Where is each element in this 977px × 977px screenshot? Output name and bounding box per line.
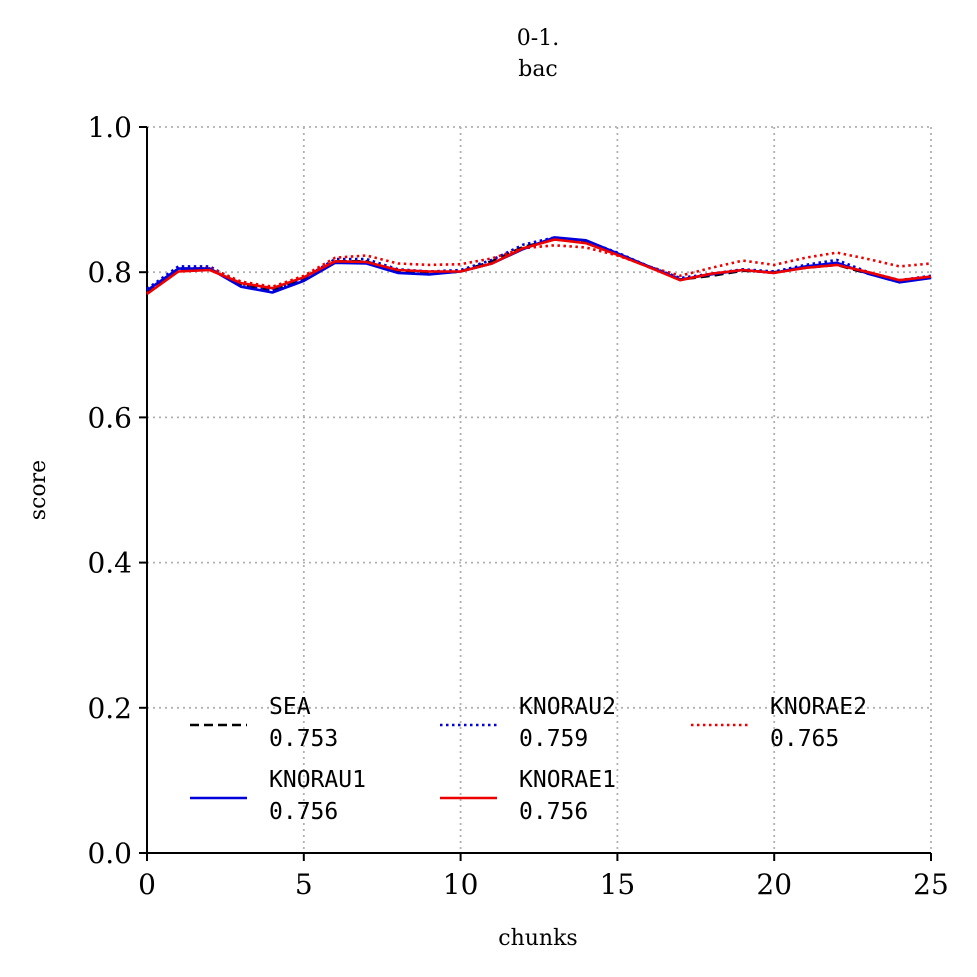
series-lines xyxy=(146,236,932,296)
y-tick-label: 0.6 xyxy=(87,401,132,434)
legend-label-knorau1: KNORAU1 xyxy=(269,767,366,793)
x-tick-label: 0 xyxy=(138,868,156,901)
legend-label-knorae1: KNORAE1 xyxy=(519,767,616,793)
series-line-knorau1 xyxy=(146,236,932,294)
chart-subtitle: bac xyxy=(518,57,558,82)
tick-labels: 0 5 10 15 20 25 0.0 0.2 0.4 0.6 0.8 1.0 xyxy=(87,111,948,901)
x-tick-label: 25 xyxy=(913,868,949,901)
legend-label-knorau2: KNORAU2 xyxy=(519,694,616,720)
legend-score-knorae1: 0.756 xyxy=(519,799,588,825)
legend: SEA 0.753 KNORAU2 0.759 KNORAE2 0.765 KNORAU1 0… xyxy=(190,694,867,825)
x-tick-label: 20 xyxy=(756,868,792,901)
chart-title: 0-1. xyxy=(517,26,559,51)
y-tick-label: 0.2 xyxy=(87,692,132,725)
legend-score-knorae2: 0.765 xyxy=(770,726,839,752)
x-tick-label: 10 xyxy=(443,868,479,901)
y-axis-label: score xyxy=(26,460,51,520)
legend-label-sea: SEA xyxy=(269,694,311,720)
legend-score-knorau1: 0.756 xyxy=(269,799,338,825)
legend-label-knorae2: KNORAE2 xyxy=(770,694,867,720)
x-axis-label: chunks xyxy=(498,926,577,951)
series-line-knorau2 xyxy=(146,236,932,292)
series-line-knorae1 xyxy=(146,238,932,296)
axes xyxy=(139,126,932,861)
y-tick-label: 0.8 xyxy=(87,256,132,289)
legend-score-knorau2: 0.759 xyxy=(519,726,588,752)
y-tick-label: 0.0 xyxy=(87,837,132,870)
x-tick-label: 5 xyxy=(295,868,313,901)
x-tick-label: 15 xyxy=(600,868,636,901)
legend-score-sea: 0.753 xyxy=(269,726,338,752)
y-tick-label: 1.0 xyxy=(87,111,132,144)
y-tick-label: 0.4 xyxy=(87,547,132,580)
